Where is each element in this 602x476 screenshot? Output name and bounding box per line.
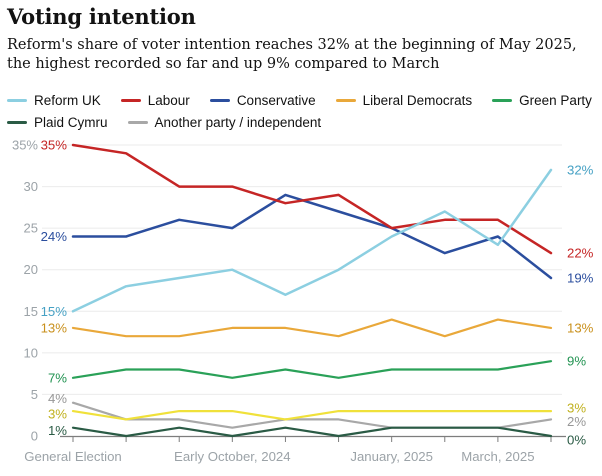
y-tick-label-25: 25 [24, 221, 38, 236]
series-line-snp [71, 410, 553, 421]
start-value-label-conservative: 24% [41, 229, 68, 244]
legend-swatch-reform-uk [7, 98, 27, 102]
start-value-label-plaid-cymru: 1% [48, 423, 67, 438]
x-axis-label-early-october-2024: Early October, 2024 [174, 449, 291, 464]
start-value-label-green-party: 7% [48, 370, 67, 385]
chart-subtitle: Reform's share of voter intention reache… [7, 37, 577, 73]
y-tick-label-0: 0 [31, 429, 38, 444]
series-line-reform-uk [71, 168, 553, 313]
legend-label-plaid-cymru: Plaid Cymru [34, 114, 108, 130]
end-value-label-snp: 3% [567, 401, 586, 416]
y-tick-label-35: 35% [12, 138, 38, 153]
legend-item-another-party-independent: Another party / independent [127, 114, 322, 130]
legend-item-plaid-cymru: Plaid Cymru [7, 115, 108, 130]
end-value-label-green-party: 9% [567, 354, 586, 369]
legend-item-conservative: Conservative [209, 92, 316, 108]
end-value-label-another-party-independent: 2% [567, 414, 586, 429]
legend-label-reform-uk: Reform UK [34, 92, 101, 108]
end-value-label-plaid-cymru: 0% [567, 433, 586, 448]
end-value-label-conservative: 19% [567, 271, 594, 286]
legend-swatch-liberal-democrats [335, 98, 356, 102]
series-line-conservative [71, 193, 553, 280]
x-axis-label-general-election: General Election [24, 449, 122, 464]
start-value-label-reform-uk: 15% [41, 304, 68, 319]
legend-swatch-conservative [209, 98, 230, 102]
y-tick-label-30: 30 [24, 179, 38, 194]
legend-item-reform-uk: Reform UK [7, 93, 101, 108]
legend-swatch-another-party-independent [127, 120, 148, 124]
end-value-label-reform-uk: 32% [567, 162, 594, 177]
legend-item-labour: Labour [120, 92, 190, 108]
y-tick-label-20: 20 [24, 262, 38, 277]
series-line-labour [71, 143, 553, 255]
chart-legend: Reform UK Labour Conservative Liberal Democ… [7, 89, 599, 133]
y-tick-label-5: 5 [31, 387, 38, 402]
legend-label-conservative: Conservative [236, 92, 316, 108]
legend-label-another-party-independent: Another party / independent [154, 114, 322, 130]
legend-item-liberal-democrats: Liberal Democrats [335, 92, 473, 108]
series-line-plaid-cymru [71, 426, 553, 438]
start-value-label-liberal-democrats: 13% [41, 320, 68, 335]
chart-area: 35% 30 25 20 15 10 5 0 General Election Early Oct… [0, 130, 602, 476]
x-axis-label-march-2025: March, 2025 [461, 449, 534, 464]
legend-label-liberal-democrats: Liberal Democrats [362, 92, 473, 108]
series-line-liberal-democrats [71, 318, 553, 338]
legend-item-green-party: Green Party [492, 93, 592, 108]
legend-swatch-plaid-cymru [7, 120, 27, 124]
legend-swatch-labour [120, 98, 141, 102]
page-title: Voting intention [7, 4, 196, 29]
y-tick-label-15: 15 [24, 304, 38, 319]
legend-row-2: Plaid Cymru Another party / independent [7, 111, 599, 133]
chart-canvas: 35% 30 25 20 15 10 5 0 General Election Early Oct… [12, 138, 594, 465]
x-axis-label-january-2025: January, 2025 [350, 449, 433, 464]
end-value-label-labour: 22% [567, 246, 594, 261]
start-value-label-snp: 3% [48, 407, 67, 422]
legend-label-green-party: Green Party [519, 92, 592, 108]
start-value-label-labour: 35% [41, 138, 68, 153]
start-value-label-another-party-independent: 4% [48, 391, 67, 406]
legend-swatch-green-party [492, 98, 513, 102]
y-tick-label-10: 10 [24, 345, 38, 360]
legend-row-1: Reform UK Labour Conservative Liberal Democ… [7, 89, 599, 111]
series-line-green-party [71, 360, 553, 379]
legend-label-labour: Labour [147, 92, 190, 108]
end-value-label-liberal-democrats: 13% [567, 320, 594, 335]
